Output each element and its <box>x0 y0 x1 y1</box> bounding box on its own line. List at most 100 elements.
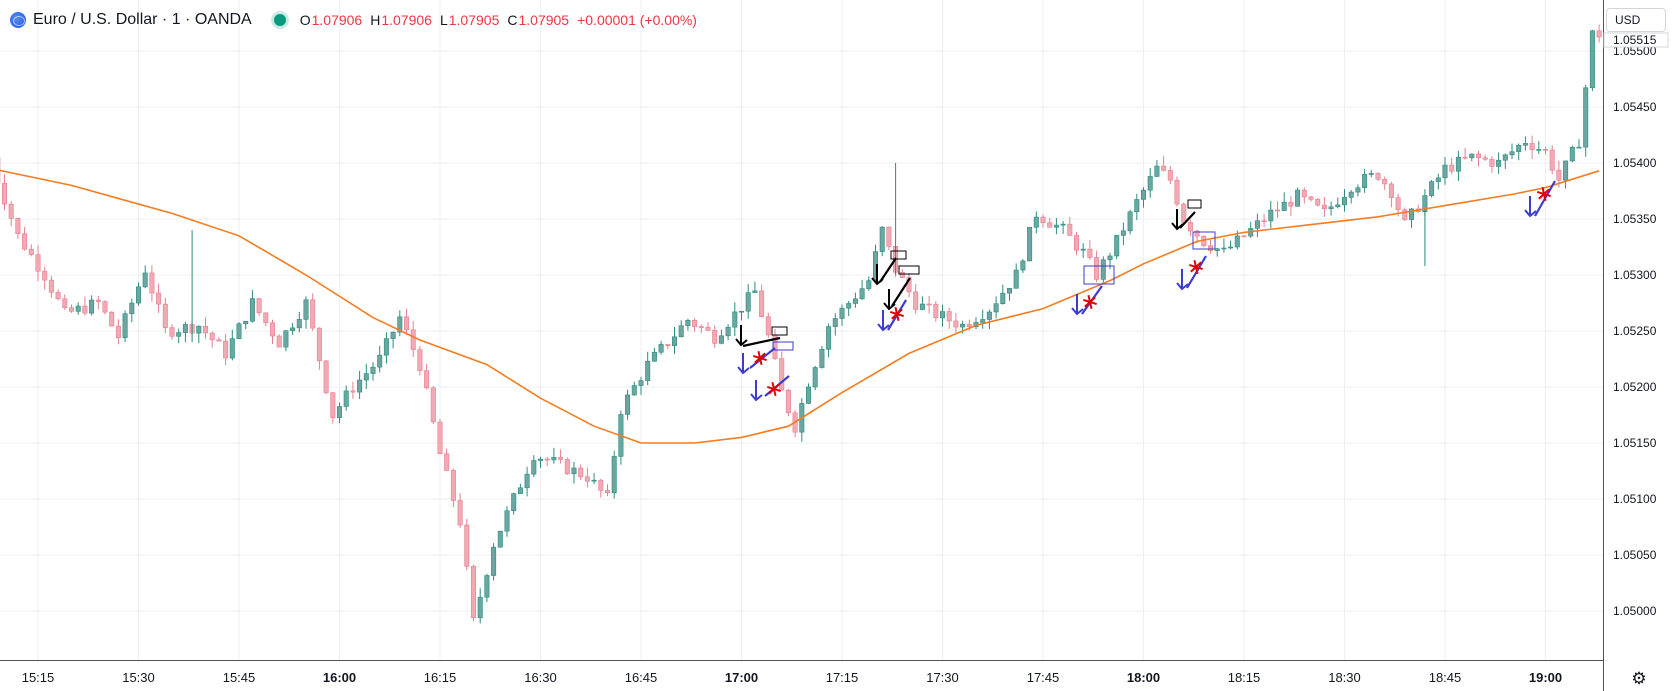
candle-up <box>1496 159 1502 167</box>
trend-stroke <box>742 336 781 348</box>
candle-up <box>625 394 631 415</box>
candle-down <box>1087 248 1093 258</box>
candle-up <box>343 390 349 407</box>
candle-up <box>1563 160 1569 181</box>
time-tick-label: 16:30 <box>524 670 557 685</box>
candle-up <box>122 313 128 339</box>
candle-up <box>1342 197 1348 206</box>
candle-up <box>1435 177 1441 182</box>
candle-up <box>1006 288 1012 294</box>
candle-up <box>531 460 537 475</box>
time-tick-label: 16:15 <box>424 670 457 685</box>
candle-down <box>424 370 430 389</box>
candle-down <box>779 358 785 391</box>
candle-down <box>1174 179 1180 205</box>
candle-up <box>1455 156 1461 172</box>
open-key: O <box>299 12 311 28</box>
candle-up <box>1154 165 1160 177</box>
candle-up <box>89 299 95 314</box>
down-arrow-head <box>1071 307 1084 316</box>
candle-up <box>1368 173 1374 175</box>
candle-up <box>236 323 242 339</box>
candle-up <box>504 510 510 532</box>
candle-up <box>377 354 383 368</box>
candle-down <box>330 392 336 418</box>
candle-up <box>678 325 684 338</box>
candle-up <box>651 351 657 362</box>
candle-up <box>732 311 738 328</box>
candle-down <box>156 292 162 305</box>
candle-down <box>953 320 959 328</box>
time-tick-label: 15:45 <box>223 670 256 685</box>
candle-up <box>1000 292 1006 304</box>
candle-down <box>323 360 329 393</box>
candle-up <box>1589 30 1595 89</box>
candle-down <box>62 298 68 308</box>
candle-down <box>109 311 115 327</box>
cross-marker-icon <box>1084 296 1096 308</box>
candle-up <box>738 310 744 313</box>
time-tick-label: 17:45 <box>1027 670 1060 685</box>
open-value: 1.07906 <box>311 12 363 28</box>
candle-up <box>752 290 758 293</box>
candle-up <box>832 318 838 327</box>
candle-down <box>203 325 209 334</box>
candle-up <box>1328 206 1334 210</box>
candle-down <box>564 459 570 475</box>
candle-up <box>960 323 966 328</box>
price-tick-label: 1.05000 <box>1613 604 1657 618</box>
candle-up <box>1362 174 1368 189</box>
candle-up <box>1134 199 1140 213</box>
candle-up <box>397 316 403 333</box>
candle-up <box>980 319 986 323</box>
candle-up <box>491 546 497 576</box>
candle-down <box>115 325 121 339</box>
candle-up <box>1053 224 1059 228</box>
candle-down <box>1161 165 1167 171</box>
candle-down <box>926 303 932 306</box>
candle-up <box>1234 235 1240 248</box>
candle-down <box>35 254 41 272</box>
time-tick-label: 18:00 <box>1127 670 1160 685</box>
candle-down <box>95 299 101 302</box>
symbol-title[interactable]: Euro / U.S. Dollar · 1 · OANDA <box>33 11 252 28</box>
cross-marker-icon <box>891 308 903 320</box>
down-arrow-head <box>735 338 748 347</box>
candle-up <box>243 320 249 325</box>
currency-button[interactable]: USD <box>1606 8 1666 32</box>
candle-down <box>1315 199 1321 206</box>
candle-up <box>685 320 691 327</box>
candle-up <box>484 575 490 598</box>
candle-down <box>692 320 698 327</box>
last-price-label: 1.05515 <box>1613 33 1657 47</box>
close-value: 1.07905 <box>518 12 570 28</box>
candle-down <box>417 349 423 371</box>
candle-down <box>149 272 155 294</box>
candle-up <box>631 385 637 396</box>
candle-down <box>28 248 34 255</box>
candle-down <box>1067 223 1073 236</box>
trend-stroke <box>879 257 897 283</box>
candle-down <box>470 566 476 619</box>
time-tick-label: 17:30 <box>926 670 959 685</box>
currency-label: USD <box>1615 13 1641 27</box>
candle-up <box>524 473 530 489</box>
candle-up <box>357 379 363 393</box>
time-tick-label: 16:45 <box>625 670 658 685</box>
candle-down <box>450 470 456 501</box>
gear-icon[interactable]: ⚙ <box>1631 669 1647 688</box>
candle-down <box>48 279 54 293</box>
time-tick-label: 17:15 <box>826 670 859 685</box>
candle-down <box>886 226 892 247</box>
price-tick-label: 1.05350 <box>1613 212 1657 226</box>
candle-up <box>1214 248 1220 251</box>
candle-up <box>859 288 865 300</box>
candle-up <box>1114 235 1120 257</box>
time-tick-label: 18:15 <box>1228 670 1261 685</box>
candle-down <box>1 182 8 205</box>
candle-down <box>55 291 61 300</box>
change-value: +0.00001 (+0.00%) <box>577 12 697 28</box>
symbol-legend: Euro / U.S. Dollar · 1 · OANDA O 1.07906 … <box>10 9 705 31</box>
